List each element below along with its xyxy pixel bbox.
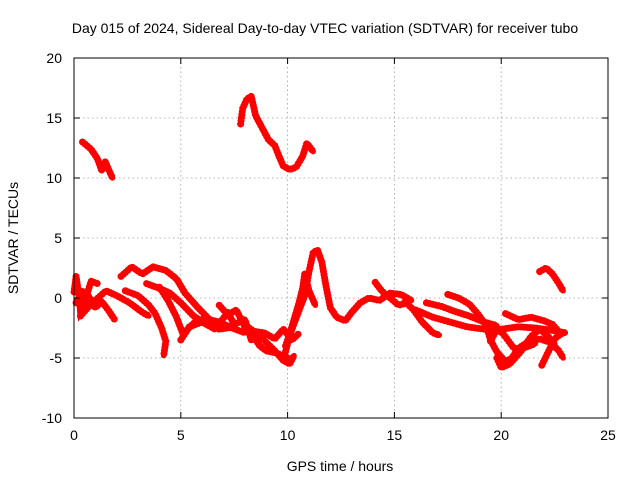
series-markers (493, 324, 559, 373)
y-tick-label: 15 (46, 110, 62, 126)
series-markers (76, 286, 153, 320)
series-arc-03 (70, 273, 101, 322)
y-tick-label: 5 (54, 230, 62, 246)
series-markers (70, 275, 101, 322)
series-markers (401, 298, 443, 339)
series-arc-23 (502, 310, 565, 338)
grid-lines (74, 58, 608, 418)
series-arc-15 (282, 271, 319, 350)
series-arc-24 (538, 330, 565, 369)
x-tick-label: 10 (280, 427, 296, 443)
series-arc-25 (536, 263, 567, 295)
series-markers (121, 287, 170, 360)
series-markers (444, 290, 567, 367)
axis-ticks: -10 -5 0 5 10 15 20 0 5 10 15 20 25 (42, 50, 616, 443)
data-series (70, 91, 569, 373)
series-markers (252, 323, 302, 346)
y-tick-label: 10 (46, 170, 62, 186)
series-arc-14 (279, 244, 415, 364)
series-arc-02 (237, 91, 317, 174)
x-tick-label: 20 (493, 427, 509, 443)
series-markers (502, 310, 565, 338)
series-arc-01 (79, 138, 116, 182)
series-arc-04 (72, 285, 119, 324)
series-markers (536, 263, 567, 295)
series-arc-06 (117, 262, 227, 330)
x-tick-label: 15 (387, 427, 403, 443)
series-markers (371, 278, 411, 310)
series-markers (79, 138, 116, 182)
series-arc-13 (252, 323, 302, 346)
y-tick-label: 0 (54, 290, 62, 306)
series-markers (282, 273, 319, 350)
series-markers (117, 262, 227, 330)
series-arc-07 (121, 287, 170, 360)
chart-title: Day 015 of 2024, Sidereal Day-to-day VTE… (72, 20, 579, 36)
series-markers (279, 244, 415, 364)
series-arc-05 (76, 286, 153, 320)
x-axis-label: GPS time / hours (287, 458, 394, 474)
y-axis-label: SDTVAR / TECUs (5, 182, 21, 294)
series-arc-20 (444, 290, 567, 367)
x-tick-label: 25 (600, 427, 616, 443)
series-arc-22 (493, 324, 559, 373)
series-markers (538, 330, 565, 369)
y-tick-label: -5 (50, 350, 63, 366)
x-tick-label: 5 (177, 427, 185, 443)
y-tick-label: -10 (42, 410, 62, 426)
series-markers (237, 91, 317, 174)
y-tick-label: 20 (46, 50, 62, 66)
series-markers (72, 285, 119, 324)
x-tick-label: 0 (70, 427, 78, 443)
series-arc-16 (371, 278, 411, 310)
series-arc-17 (401, 298, 443, 339)
